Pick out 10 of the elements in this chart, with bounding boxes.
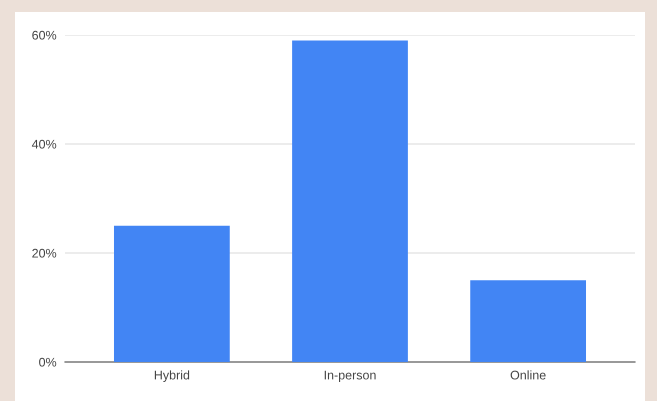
x-tick-label: In-person [324,370,376,382]
x-tick-label: Online [510,370,546,380]
y-tick-label: 0% [39,358,56,367]
bar [292,40,408,362]
y-tick-label: 40% [32,140,56,149]
x-tick-label: Hybrid [154,370,190,382]
y-tick-label: 60% [32,30,56,40]
bar [114,226,230,362]
bar [470,280,586,362]
y-tick-label: 20% [32,248,56,258]
